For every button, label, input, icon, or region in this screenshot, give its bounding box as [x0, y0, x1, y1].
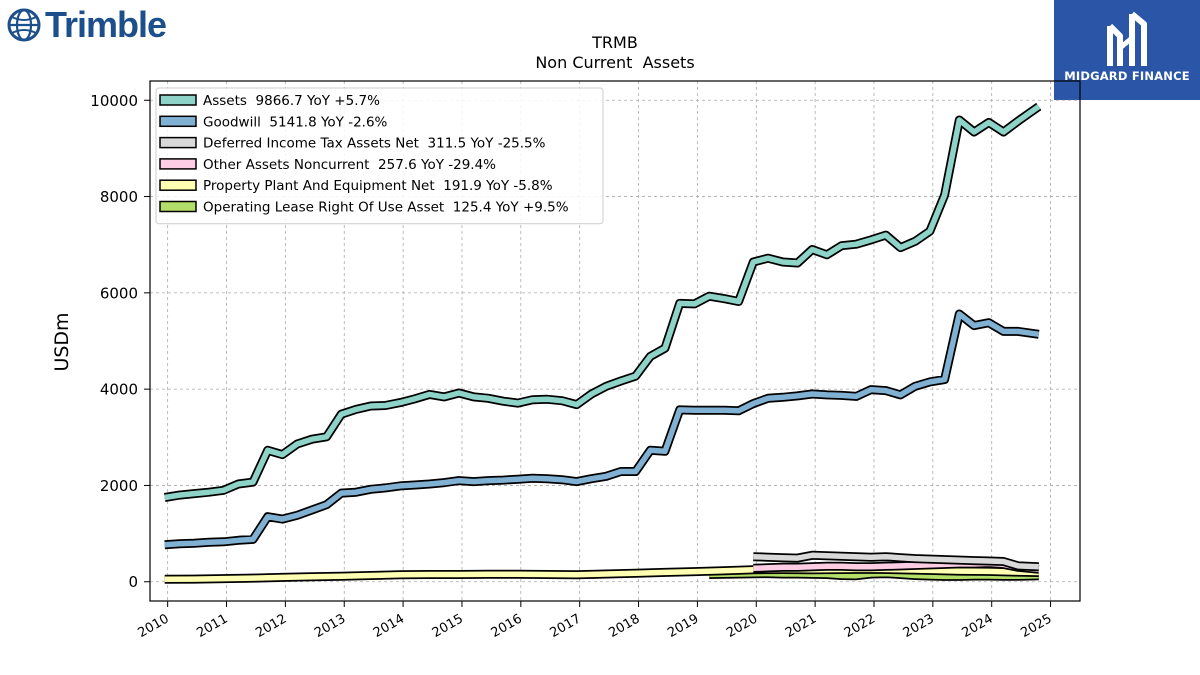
y-axis-label: USDm — [51, 312, 73, 371]
x-tick-label: 2014 — [371, 611, 407, 641]
legend-swatch — [159, 200, 197, 213]
legend-label: Deferred Income Tax Assets Net 311.5 YoY… — [203, 136, 546, 152]
x-tick-label: 2011 — [194, 611, 230, 641]
y-tick-label: 10000 — [90, 92, 138, 110]
legend-box — [155, 87, 604, 225]
legend-swatch — [159, 115, 197, 128]
y-tick-label: 4000 — [100, 381, 138, 399]
x-tick-label: 2015 — [430, 611, 466, 641]
x-tick-label: 2025 — [1018, 611, 1054, 641]
x-tick-label: 2017 — [548, 611, 584, 641]
legend-label: Operating Lease Right Of Use Asset 125.4… — [203, 200, 569, 216]
chart-subtitle: Non Current Assets — [535, 53, 694, 72]
chart-title: TRMB — [591, 33, 638, 52]
x-tick-label: 2018 — [606, 611, 642, 641]
x-tick-label: 2012 — [253, 611, 289, 641]
plot-frame — [149, 80, 1081, 602]
series-outline — [164, 309, 1040, 550]
globe-icon — [7, 8, 41, 42]
y-tick-label: 8000 — [100, 188, 138, 206]
legend-label: Goodwill 5141.8 YoY -2.6% — [203, 114, 388, 130]
legend-swatch — [159, 94, 197, 106]
midgard-emblem-icon — [1107, 11, 1147, 66]
x-tick-label: 2024 — [960, 611, 996, 641]
series-line — [164, 104, 1041, 501]
legend-label: Other Assets Noncurrent 257.6 YoY -29.4% — [203, 157, 496, 173]
midgard-finance-logo: MIDGARD FINANCE — [1054, 0, 1200, 100]
legend-swatch — [159, 179, 197, 191]
x-tick-label: 2013 — [312, 611, 348, 641]
x-tick-label: 2022 — [842, 611, 878, 641]
trimble-logo: Trimble — [6, 4, 167, 46]
trimble-wordmark: Trimble — [45, 4, 167, 45]
legend-label: Property Plant And Equipment Net 191.9 Y… — [203, 178, 553, 194]
series-line — [164, 311, 1040, 548]
x-tick-label: 2020 — [724, 611, 760, 641]
y-tick-label: 2000 — [100, 477, 138, 495]
midgard-finance-name: MIDGARD FINANCE — [1064, 69, 1190, 83]
x-tick-label: 2010 — [135, 611, 171, 641]
legend-swatch — [159, 158, 197, 170]
legend-swatch — [159, 136, 197, 149]
y-tick-label: 6000 — [100, 284, 138, 302]
x-tick-label: 2023 — [901, 611, 937, 641]
legend-label: Assets 9866.7 YoY +5.7% — [203, 93, 380, 109]
x-tick-label: 2021 — [783, 611, 819, 641]
x-tick-label: 2019 — [665, 611, 701, 641]
series-line — [753, 552, 1039, 570]
x-tick-label: 2016 — [489, 611, 525, 641]
y-tick-label: 0 — [128, 573, 138, 591]
